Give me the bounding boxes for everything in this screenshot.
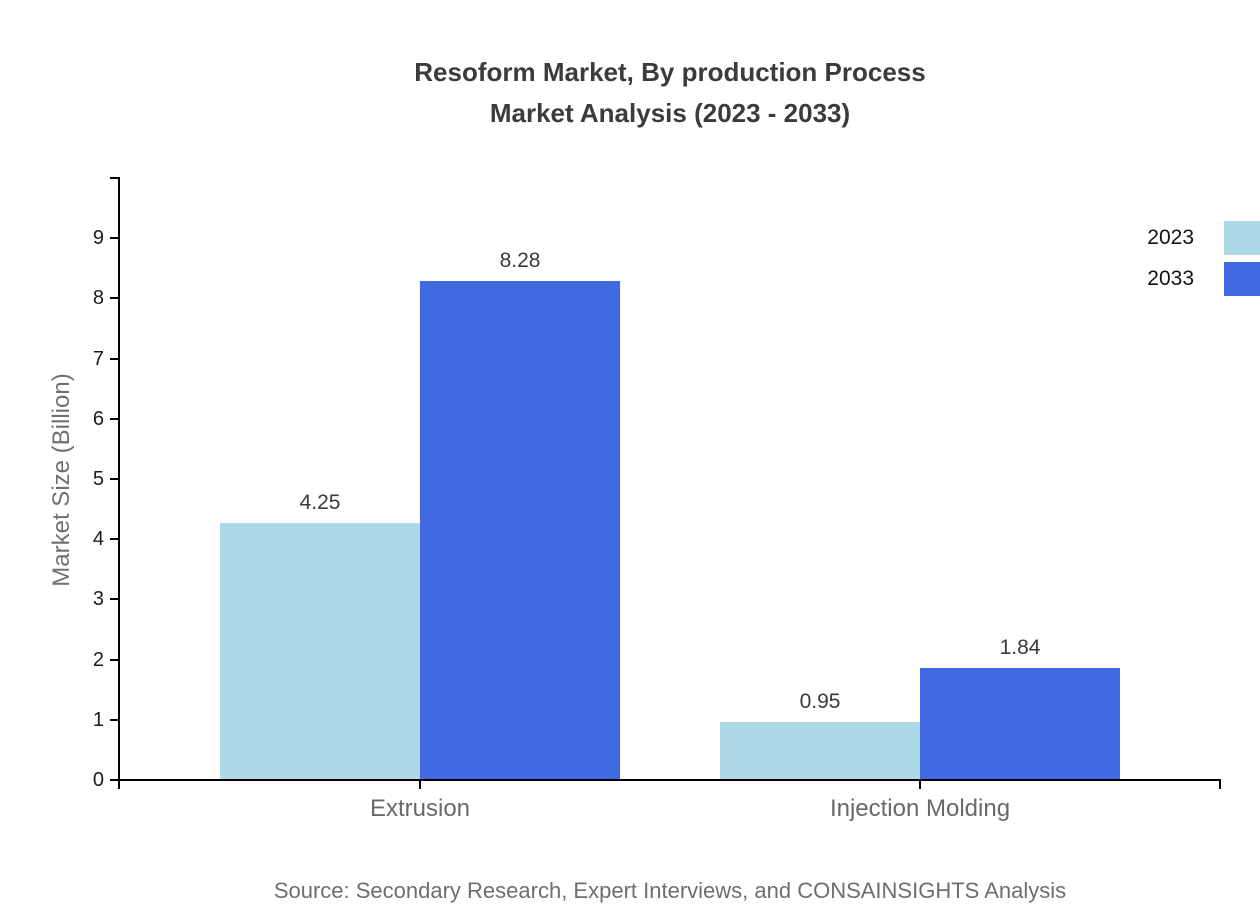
y-tick <box>110 237 118 240</box>
y-tick <box>110 478 118 480</box>
bar-2033-injection-molding <box>920 668 1120 779</box>
y-tick <box>110 598 118 601</box>
source-note: Source: Secondary Research, Expert Inter… <box>273 878 1067 903</box>
y-tick-label: 9 <box>92 227 104 250</box>
y-axis-end-tick <box>110 177 118 179</box>
x-axis-start-tick <box>118 781 120 789</box>
y-tick-label: 1 <box>92 708 104 731</box>
legend-label-2033: 2033 <box>1147 267 1194 290</box>
y-tick <box>110 779 118 781</box>
y-tick-label: 4 <box>92 528 104 551</box>
x-category-label: Extrusion <box>369 795 471 822</box>
legend-swatch-2033 <box>1224 262 1260 296</box>
y-tick-label: 3 <box>92 588 104 611</box>
y-tick <box>110 718 118 721</box>
y-tick <box>110 538 118 541</box>
legend-label-2023: 2023 <box>1147 226 1194 249</box>
y-tick <box>110 658 118 661</box>
chart-title-line2: Market Analysis (2023 - 2033) <box>489 98 851 128</box>
y-axis-spine <box>118 177 120 781</box>
y-tick <box>110 417 118 420</box>
y-tick-label: 5 <box>92 468 104 490</box>
y-tick <box>110 297 118 300</box>
y-tick-label: 6 <box>92 407 104 430</box>
bar-2023-extrusion <box>220 523 420 779</box>
bar-value-label: 1.84 <box>999 636 1041 660</box>
x-axis-spine <box>118 779 1221 781</box>
y-tick-label: 2 <box>92 648 104 671</box>
y-tick <box>110 357 118 360</box>
y-tick-label: 0 <box>92 769 104 791</box>
bar-value-label: 8.28 <box>499 248 541 272</box>
bar-value-label: 4.25 <box>299 491 341 515</box>
bar-value-label: 0.95 <box>799 689 841 713</box>
chart-title: Resoform Market, By production Process M… <box>119 52 1221 134</box>
bar-2023-injection-molding <box>720 721 920 779</box>
y-tick-label: 8 <box>92 287 104 310</box>
legend-swatch-2023 <box>1224 221 1260 255</box>
x-tick <box>419 781 421 789</box>
x-tick <box>919 781 921 789</box>
bar-2033-extrusion <box>420 280 620 779</box>
chart-title-line1: Resoform Market, By production Process <box>414 57 926 87</box>
x-category-label: Injection Molding <box>829 795 1011 822</box>
x-axis-end-tick <box>1219 781 1221 789</box>
y-tick-label: 7 <box>92 347 104 370</box>
